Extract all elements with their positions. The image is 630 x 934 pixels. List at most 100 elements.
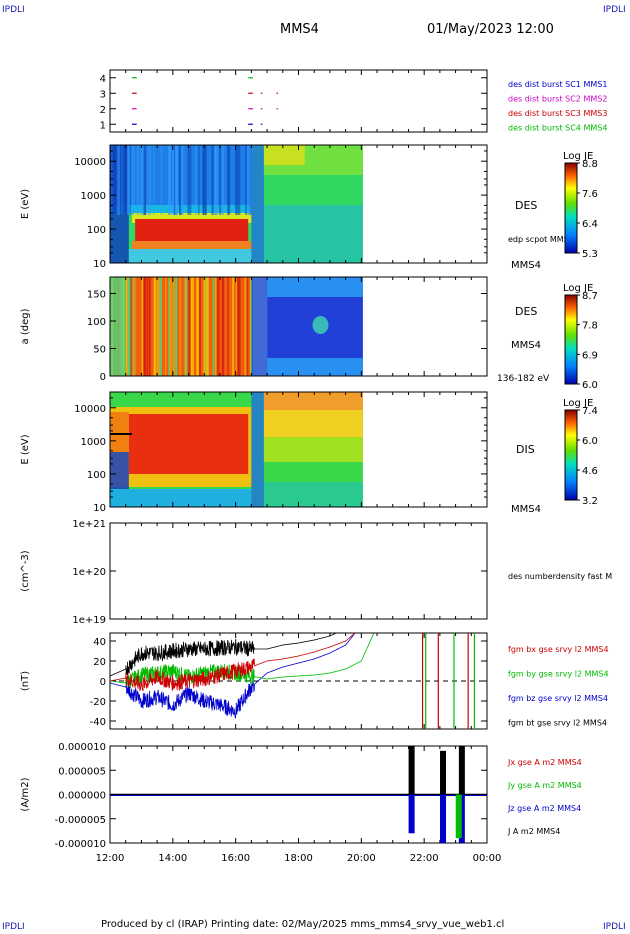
side-label: edp scpot MMS4 <box>508 235 574 244</box>
y-tick-label: -0.000010 <box>55 839 106 850</box>
spectrogram-stripe <box>249 145 253 215</box>
spectrogram-stripe <box>117 145 121 215</box>
side-label: MMS4 <box>511 504 541 515</box>
y-tick-label: 40 <box>93 637 106 648</box>
spectrogram-stripe <box>214 145 217 215</box>
spectrogram-stripe <box>196 277 199 376</box>
spectrogram-band <box>128 414 249 474</box>
y-tick-label: 1e+20 <box>72 567 106 578</box>
spectrogram-stripe <box>174 145 178 215</box>
colorbar-tick-label: 8.8 <box>582 159 598 170</box>
spectrogram-stripe <box>144 277 146 376</box>
spectrogram-stripe <box>129 145 131 215</box>
y-axis-label: a (deg) <box>20 308 31 344</box>
burst-frame <box>109 69 488 133</box>
spectrogram-stripe <box>140 145 143 215</box>
y-tick-label: 0.000010 <box>58 742 106 753</box>
spectrogram-band <box>263 205 363 263</box>
spectrogram-band <box>263 392 363 410</box>
x-tick-label: 22:00 <box>410 853 439 864</box>
y-tick-label: 1 <box>100 120 106 131</box>
spectrogram-stripe <box>141 277 144 376</box>
y-tick-label: -40 <box>90 717 106 728</box>
corner-label-bl: IPDLI <box>2 922 25 932</box>
spectrogram-band <box>110 277 126 376</box>
spectrogram-stripe <box>121 145 124 215</box>
spectrogram-band <box>131 241 252 249</box>
spectrogram-stripe <box>234 145 238 215</box>
colorbar-tick-label: 6.4 <box>582 219 598 230</box>
colorbar-tick-label: 6.0 <box>582 436 598 447</box>
y-tick-label: 10 <box>93 503 106 514</box>
colorbar-tick-label: 8.7 <box>582 291 598 302</box>
y-tick-label: 50 <box>93 345 106 356</box>
spectrogram-stripe <box>127 145 130 215</box>
spectrogram-stripe <box>113 145 116 215</box>
spectrogram-stripe <box>232 277 235 376</box>
multi-panel-plot: 1 2 3 4 des dist burst SC1 MMS1 des dist burs… <box>20 69 612 864</box>
side-label: J A m2 MMS4 <box>507 827 560 836</box>
colorbar-tick-label: 6.0 <box>582 380 598 391</box>
spectrogram-stripe <box>125 145 128 215</box>
spectrogram-stripe <box>190 277 194 376</box>
y-tick-label: 3 <box>100 89 106 100</box>
spectrogram-band <box>267 277 363 297</box>
colorbar-tick-label: 3.2 <box>582 496 598 507</box>
spectrogram-stripe <box>189 145 192 215</box>
side-label: fgm bt gse srvy l2 MMS4 <box>508 719 607 728</box>
x-tick-label: 00:00 <box>473 853 502 864</box>
dis-colorbar <box>564 409 578 501</box>
des-colorbar-title: Log JE <box>563 151 593 162</box>
corner-label-br: IPDLI <box>603 922 626 932</box>
y-tick-label: 1000 <box>81 191 106 202</box>
spectrogram-stripe <box>188 277 191 376</box>
spectrogram-stripe <box>127 277 130 376</box>
spectrogram-stripe <box>168 277 170 376</box>
datetime-title: 01/May/2023 12:00 <box>427 22 554 37</box>
spectrogram-band <box>263 482 363 507</box>
spectrogram-band <box>251 145 264 263</box>
y-tick-label: 10000 <box>74 157 106 168</box>
spectrogram-stripe <box>179 145 182 215</box>
colorbar-tick-label: 6.9 <box>582 350 598 361</box>
panel-current-density: -0.000010 -0.000005 0.000000 0.000005 0.0000… <box>20 742 582 864</box>
spectrogram-stripe <box>185 277 188 376</box>
side-label: DIS <box>516 443 535 456</box>
y-tick-label: 4 <box>100 74 106 85</box>
spectrogram-band <box>251 277 268 376</box>
spectrogram-stripe <box>244 277 247 376</box>
footer-credit: Produced by cl (IRAP) Printing date: 02/… <box>101 919 505 930</box>
current-spike <box>408 746 415 795</box>
spectrogram-stripe <box>130 277 132 376</box>
spectrogram-stripe <box>149 277 151 376</box>
spectrogram-stripe <box>227 277 229 376</box>
spectrogram-stripe <box>227 145 231 215</box>
spectrogram-stripe <box>168 145 171 215</box>
spectrogram-band <box>131 213 252 223</box>
spectrogram-stripe <box>172 277 176 376</box>
current-spike <box>458 794 465 843</box>
corner-label-tr: IPDLI <box>603 5 626 15</box>
spectrogram-stripe <box>199 277 201 376</box>
y-axis-label: (nT) <box>20 671 31 691</box>
spectrogram-stripe <box>195 145 198 215</box>
panel-dis-energy: 10 100 1000 10000 E (eV) DIS MMS4 Log JE7.4 6.0 4… <box>20 391 598 515</box>
side-label: fgm bz gse srvy l2 MMS4 <box>508 694 608 703</box>
y-tick-label: 10000 <box>74 404 106 415</box>
bfield-series-line <box>109 632 337 677</box>
spectrogram-stripe <box>245 145 247 215</box>
spectrogram-stripe <box>211 145 214 215</box>
corner-label-tl: IPDLI <box>2 5 25 15</box>
spectrogram-feature <box>312 316 329 334</box>
current-spike <box>408 794 415 834</box>
y-tick-label: 100 <box>87 317 106 328</box>
side-label: fgm bx gse srvy l2 MMS4 <box>508 645 609 654</box>
y-tick-label: 10 <box>93 259 106 270</box>
spectrogram-stripe <box>125 277 128 376</box>
spectrogram-stripe <box>238 145 241 215</box>
panel-burst: 1 2 3 4 des dist burst SC1 MMS1 des dist burs… <box>100 69 607 133</box>
bfield-series-line <box>109 632 355 692</box>
y-tick-label: 100 <box>87 225 106 236</box>
spectrogram-stripe <box>206 277 209 376</box>
spectrogram-stripe <box>245 277 249 376</box>
